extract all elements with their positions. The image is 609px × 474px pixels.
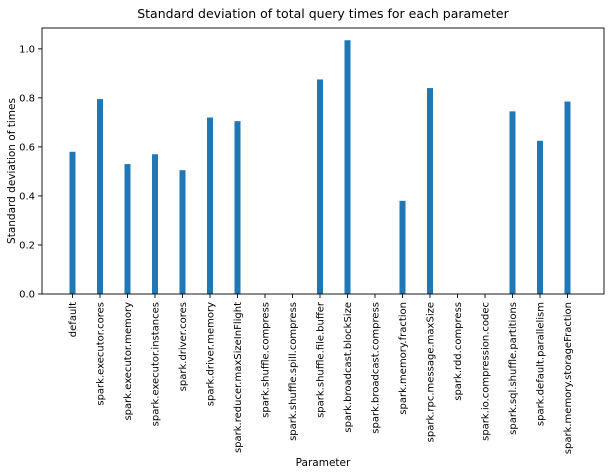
- bar: [427, 88, 433, 294]
- x-tick-label: spark.default.parallelism: [536, 302, 547, 426]
- x-tick-label: spark.broadcast.blockSize: [343, 302, 354, 433]
- x-tick-label: spark.io.compression.codec: [481, 302, 492, 441]
- y-axis-label: Standard deviation of times: [6, 98, 18, 244]
- bar: [234, 121, 241, 295]
- x-axis-label: Parameter: [296, 457, 351, 469]
- x-tick-label: spark.executor.cores: [96, 302, 107, 406]
- x-tick-label: spark.broadcast.compress: [371, 302, 382, 434]
- x-tick-label: spark.memory.storageFraction: [563, 302, 574, 454]
- x-tick-label: default: [68, 302, 79, 337]
- x-tick-label: spark.shuffle.file.buffer: [316, 301, 327, 418]
- x-tick-label: spark.sql.shuffle.partitions: [508, 302, 519, 435]
- bar: [399, 200, 406, 294]
- y-tick-label: 0.2: [19, 240, 35, 251]
- x-tick-label: spark.executor.memory: [123, 302, 134, 421]
- bar: [537, 140, 543, 294]
- x-axis-ticks: default spark.executor.cores spark.executo…: [68, 294, 574, 454]
- bar: [124, 164, 131, 294]
- bar: [179, 170, 186, 294]
- bar: [317, 79, 323, 294]
- x-tick-label: spark.rdd.compress: [453, 302, 464, 401]
- x-tick-label: spark.driver.cores: [178, 302, 189, 391]
- chart-title: Standard deviation of total query times …: [137, 6, 509, 21]
- x-tick-label: spark.executor.instances: [151, 302, 162, 426]
- y-axis-ticks: 0.0 0.2 0.4 0.6 0.8 1.0: [19, 44, 42, 301]
- x-tick-label: spark.shuffle.spill.compress: [288, 302, 299, 441]
- y-tick-label: 0.4: [19, 191, 35, 202]
- bar: [69, 151, 76, 294]
- x-tick-label: spark.driver.memory: [206, 302, 217, 406]
- bars-group: [69, 40, 571, 295]
- x-tick-label: spark.memory.fraction: [398, 302, 409, 415]
- bar: [97, 99, 103, 294]
- y-tick-label: 1.0: [19, 44, 35, 55]
- y-tick-label: 0.6: [19, 142, 35, 153]
- x-tick-label: spark.rpc.message.maxSize: [426, 302, 437, 442]
- bar: [152, 154, 158, 294]
- y-tick-label: 0.0: [19, 290, 35, 301]
- x-tick-label: spark.reducer.maxSizeInFlight: [233, 302, 244, 453]
- bar: [564, 101, 571, 294]
- x-tick-label: spark.shuffle.compress: [261, 302, 272, 418]
- bar: [344, 40, 351, 295]
- bar: [207, 117, 213, 294]
- plot-frame: [41, 27, 605, 295]
- y-tick-label: 0.8: [19, 93, 35, 104]
- bar: [509, 111, 516, 295]
